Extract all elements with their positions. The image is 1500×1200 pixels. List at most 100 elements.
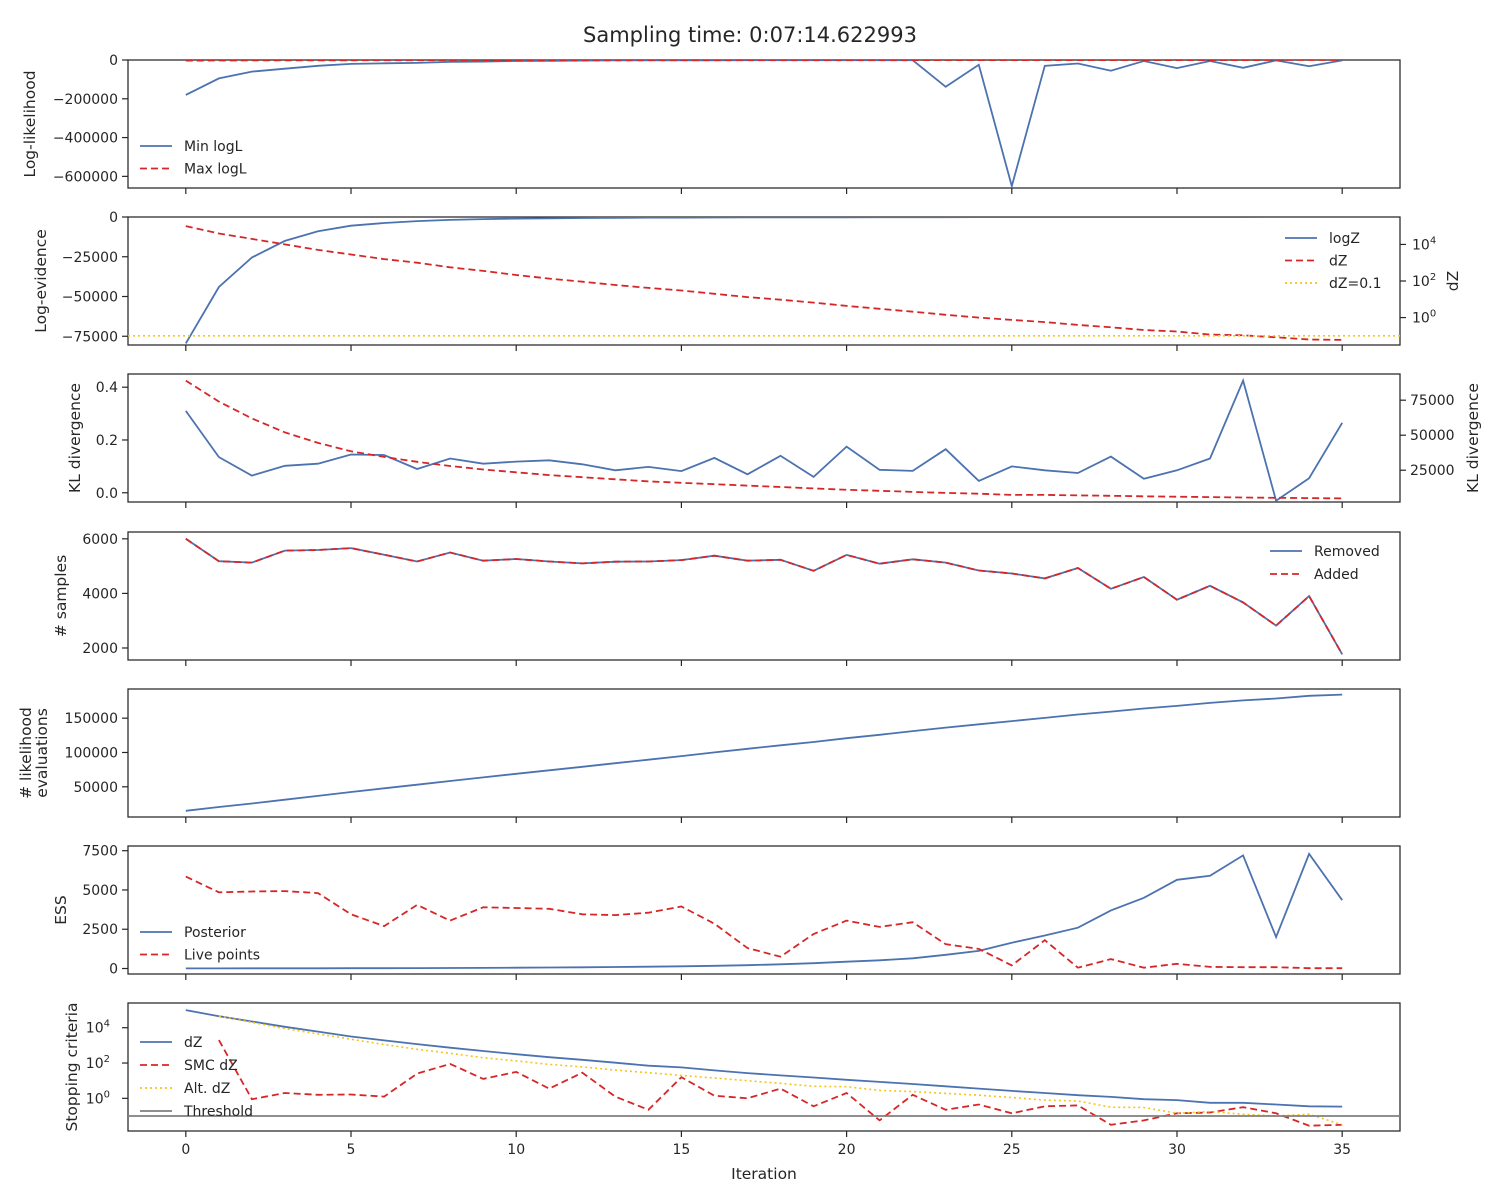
x-tick-label: 35 [1333, 1142, 1351, 1158]
subplot-4: 2000 4000 6000 # samples Removed Added [52, 531, 1401, 666]
x-axis-label: Iteration [731, 1165, 797, 1183]
legend-label: Min logL [184, 139, 243, 155]
plot-area [185, 377, 1343, 502]
plot-frame [127, 216, 1401, 346]
x-tick-label: 15 [672, 1142, 690, 1158]
plot-area [128, 1009, 1400, 1127]
y-axis-label: Log-likelihood [21, 70, 39, 177]
y-tick-label: 150000 [65, 711, 118, 727]
legend: Posterior Live points [140, 925, 260, 964]
plot-frame [127, 688, 1401, 818]
series-line-smc-dz [218, 1039, 1343, 1127]
legend: Min logL Max logL [140, 139, 247, 178]
plot-area [185, 538, 1343, 655]
subplot-1: 0 −200000 −400000 −600000 Log-likelihood Min … [21, 53, 1401, 194]
x-tick-label: 20 [838, 1142, 856, 1158]
y-axis-label-line2: evaluations [33, 708, 51, 798]
y-axis-label: # likelihood [17, 707, 35, 799]
y2-axis-label: dZ [1444, 271, 1462, 291]
legend: logZ dZ dZ=0.1 [1285, 231, 1381, 292]
y-tick-label: 5000 [82, 883, 118, 899]
series-line-max-logl [185, 60, 1343, 62]
y-tick-label: 7500 [82, 844, 118, 860]
y-tick-label: −200000 [53, 92, 118, 108]
x-tick-label: 5 [347, 1142, 356, 1158]
y-tick-label: −600000 [53, 169, 118, 185]
legend: Removed Added [1270, 544, 1380, 583]
plot-area [185, 693, 1343, 812]
legend-label: Max logL [184, 162, 247, 178]
y-tick-label: 6000 [82, 532, 118, 548]
y-tick-label: 0 [109, 962, 118, 978]
y-tick-label: 100000 [65, 745, 118, 761]
series-line-removed [185, 538, 1343, 655]
series-line-1 [185, 377, 1343, 502]
x-tick-label: 10 [507, 1142, 525, 1158]
y-tick-label: 102 [86, 1054, 110, 1072]
subplot-2: 0 −25000 −50000 −75000 100 102 104 Log-evidence… [32, 210, 1462, 351]
plot-area [185, 60, 1343, 188]
series-line-alt-dz [218, 1015, 1343, 1126]
legend-label: Added [1314, 567, 1359, 583]
y-tick-label: 0 [109, 210, 118, 226]
legend-label: Posterior [184, 925, 246, 941]
y2-axis-label: KL divergence [1464, 383, 1482, 493]
y-tick-label: 100 [86, 1089, 110, 1107]
y2-tick-label: 102 [1412, 272, 1436, 290]
legend-label: logZ [1329, 231, 1360, 247]
series-line-dz [185, 1009, 1343, 1108]
y-tick-label: 2000 [82, 641, 118, 657]
y-tick-label: 104 [86, 1019, 110, 1037]
legend-label: dZ [1329, 254, 1347, 270]
y2-tick-label: 75000 [1410, 393, 1455, 409]
series-line-live-points [185, 875, 1343, 970]
subplot-3: 0.0 0.2 0.4 25000 50000 75000 KL divergence KL … [66, 373, 1482, 508]
plot-frame [127, 845, 1401, 975]
y2-tick-label: 100 [1412, 309, 1436, 327]
plot-frame [127, 1002, 1401, 1132]
y2-tick-label: 104 [1412, 235, 1436, 253]
legend-label: Live points [184, 948, 260, 964]
y-tick-label: 0 [109, 53, 118, 69]
y-tick-label: 0.4 [96, 380, 118, 396]
legend-label: dZ [184, 1035, 202, 1051]
legend-label: dZ=0.1 [1329, 276, 1381, 292]
y-tick-label: −25000 [62, 250, 118, 266]
subplot-6: 0 2500 5000 7500 ESS Posterior Live points [52, 844, 1401, 980]
chart-title: Sampling time: 0:07:14.622993 [583, 23, 917, 47]
y-axis-label: # samples [52, 555, 70, 637]
x-tick-label: 25 [1003, 1142, 1021, 1158]
series-line-added [185, 538, 1343, 655]
series-line-1 [185, 693, 1343, 812]
series-line-posterior [185, 852, 1343, 970]
y-tick-label: 2500 [82, 922, 118, 938]
y-tick-label: −400000 [53, 131, 118, 147]
series-line-logz [185, 217, 1343, 344]
legend-label: Threshold [183, 1104, 253, 1120]
subplots: 0 −200000 −400000 −600000 Log-likelihood Min … [17, 53, 1482, 1158]
series-line-2 [185, 379, 1343, 500]
series-line-dz [185, 225, 1343, 341]
legend-label: Alt. dZ [184, 1081, 230, 1097]
plot-frame [127, 59, 1401, 189]
legend-label: Removed [1314, 544, 1380, 560]
y-tick-label: 0.2 [96, 433, 118, 449]
y-axis-label: Stopping criteria [63, 1003, 81, 1132]
plot-area [128, 217, 1400, 344]
y-tick-label: 0.0 [96, 486, 118, 502]
legend: dZ SMC dZ Alt. dZ Threshold [140, 1035, 253, 1120]
y-tick-label: 50000 [73, 780, 118, 796]
series-line-min-logl [185, 60, 1343, 188]
plot-frame [127, 373, 1401, 503]
plot-frame [127, 531, 1401, 661]
y-axis-label: KL divergence [66, 383, 84, 493]
legend-label: SMC dZ [184, 1058, 238, 1074]
x-tick-label: 30 [1168, 1142, 1186, 1158]
y-tick-label: −50000 [62, 290, 118, 306]
y2-tick-label: 25000 [1410, 463, 1455, 479]
y2-tick-label: 50000 [1410, 428, 1455, 444]
y-axis-label: ESS [52, 895, 70, 924]
y-tick-label: 4000 [82, 586, 118, 602]
y-axis-label: Log-evidence [32, 229, 50, 333]
